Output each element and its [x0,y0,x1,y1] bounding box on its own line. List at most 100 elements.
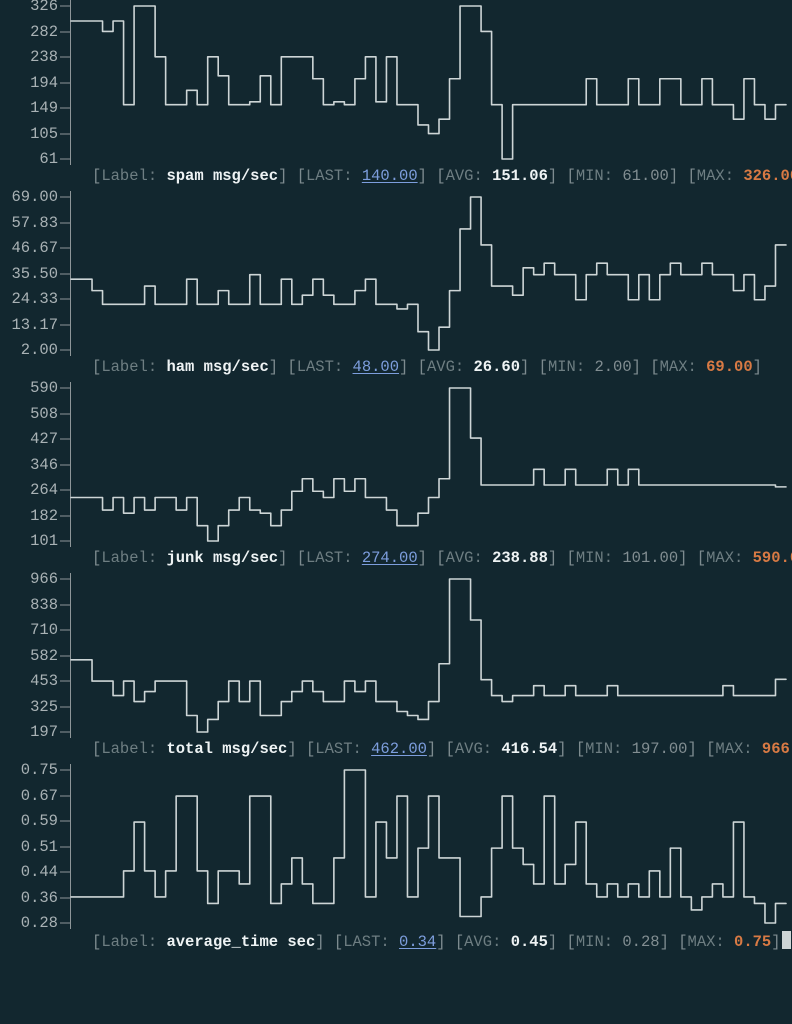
stat-last: 462.00 [371,740,427,758]
y-tick-label: 453 [30,672,58,690]
y-tick-label: 966 [30,570,58,588]
stat-label: spam msg/sec [166,167,278,185]
y-axis: 966 838 710 582 453 325 197 [6,573,70,738]
chart-area: 966 838 710 582 453 325 197 [6,573,786,738]
y-tick-label: 325 [30,698,58,716]
plot-area [70,0,786,165]
line-curve [71,191,786,356]
stat-max: 69.00 [706,358,753,376]
stat-avg: 151.06 [492,167,548,185]
y-tick-mark [60,159,70,160]
stat-max: 590.00 [753,549,792,567]
y-tick-label: 35.50 [11,265,58,283]
y-tick-label: 69.00 [11,188,58,206]
y-tick-label: 0.75 [21,761,58,779]
stat-min: 101.00 [622,549,678,567]
stat-min: 61.00 [622,167,669,185]
y-tick-mark [60,821,70,822]
stat-last: 0.34 [399,933,436,951]
y-tick-mark [60,795,70,796]
y-tick-mark [60,388,70,389]
y-tick-mark [60,350,70,351]
stats-line: [Label: spam msg/sec] [LAST: 140.00] [AV… [6,167,786,185]
line-curve [71,382,786,547]
plot-area [70,573,786,738]
y-tick-mark [60,82,70,83]
chart-area: 326 282 238 194 149 105 61 [6,0,786,165]
y-tick-mark [60,541,70,542]
y-tick-label: 326 [30,0,58,15]
stats-line: [Label: junk msg/sec] [LAST: 274.00] [AV… [6,549,786,567]
y-tick-label: 2.00 [21,341,58,359]
y-tick-label: 0.67 [21,787,58,805]
stats-line: [Label: ham msg/sec] [LAST: 48.00] [AVG:… [6,358,786,376]
y-tick-label: 0.36 [21,889,58,907]
stat-label: average_time sec [166,933,315,951]
y-axis: 326 282 238 194 149 105 61 [6,0,70,165]
y-tick-mark [60,923,70,924]
stat-avg: 238.88 [492,549,548,567]
stat-max: 966.00 [762,740,792,758]
y-tick-mark [60,515,70,516]
y-tick-mark [60,133,70,134]
y-tick-mark [60,6,70,7]
y-tick-label: 508 [30,405,58,423]
y-tick-mark [60,490,70,491]
y-tick-mark [60,299,70,300]
y-tick-label: 197 [30,723,58,741]
y-tick-mark [60,324,70,325]
y-tick-mark [60,770,70,771]
y-tick-mark [60,706,70,707]
y-axis: 69.0057.8346.6735.5024.3313.172.00 [6,191,70,356]
chart-area: 0.750.670.590.510.440.360.28 [6,764,786,929]
y-tick-label: 282 [30,23,58,41]
y-tick-mark [60,248,70,249]
y-tick-label: 838 [30,596,58,614]
y-tick-label: 264 [30,481,58,499]
stat-min: 197.00 [632,740,688,758]
stat-avg: 0.45 [511,933,548,951]
chart-panel-total-msg-sec: 966838710582453325197[Label: total msg/s… [6,573,786,758]
y-tick-label: 57.83 [11,214,58,232]
y-tick-mark [60,57,70,58]
y-tick-label: 590 [30,379,58,397]
y-tick-label: 149 [30,99,58,117]
y-axis: 590508427346264182101 [6,382,70,547]
y-tick-label: 61 [39,150,58,168]
stats-line: [Label: average_time sec] [LAST: 0.34] [… [6,931,786,951]
y-tick-mark [60,872,70,873]
y-tick-label: 13.17 [11,316,58,334]
y-tick-label: 24.33 [11,290,58,308]
y-axis: 0.750.670.590.510.440.360.28 [6,764,70,929]
y-tick-label: 710 [30,621,58,639]
stat-max: 0.75 [734,933,771,951]
y-tick-label: 194 [30,74,58,92]
y-tick-label: 105 [30,125,58,143]
y-tick-mark [60,197,70,198]
y-tick-mark [60,31,70,32]
y-tick-mark [60,846,70,847]
y-tick-mark [60,897,70,898]
y-tick-label: 238 [30,48,58,66]
y-tick-mark [60,681,70,682]
y-tick-mark [60,579,70,580]
y-tick-mark [60,273,70,274]
stat-min: 0.28 [622,933,659,951]
y-tick-mark [60,464,70,465]
y-tick-mark [60,655,70,656]
y-tick-mark [60,732,70,733]
y-tick-label: 0.28 [21,914,58,932]
y-tick-label: 582 [30,647,58,665]
stat-max: 326.00 [743,167,792,185]
y-tick-label: 0.59 [21,812,58,830]
y-tick-mark [60,413,70,414]
stat-label: junk msg/sec [166,549,278,567]
y-tick-mark [60,630,70,631]
stat-label: ham msg/sec [166,358,268,376]
line-curve [71,573,786,738]
y-tick-label: 182 [30,507,58,525]
plot-area [70,191,786,356]
y-tick-mark [60,604,70,605]
stat-last: 48.00 [353,358,400,376]
cursor-icon [782,931,791,949]
